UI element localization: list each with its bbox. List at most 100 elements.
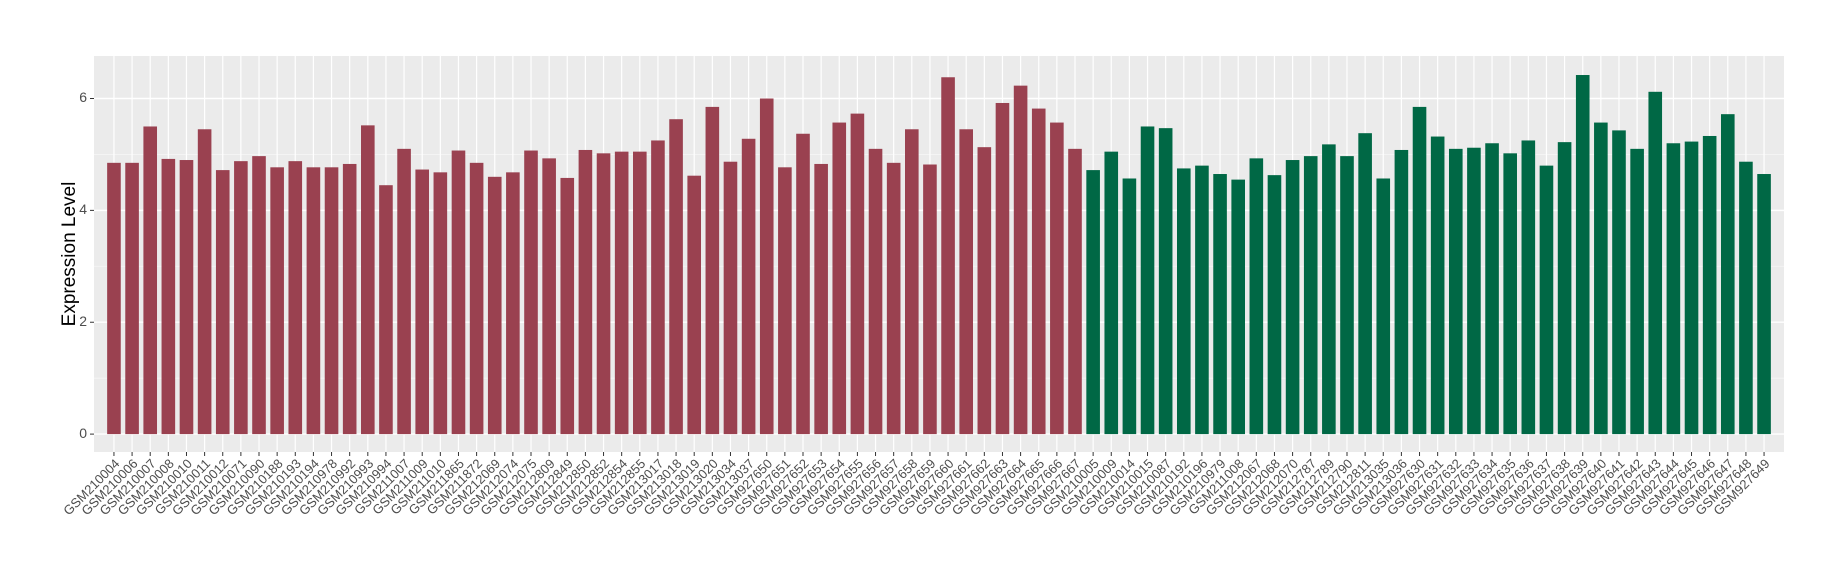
bar	[1050, 122, 1064, 435]
bar	[1285, 160, 1300, 435]
bar	[234, 161, 248, 435]
bar	[469, 162, 484, 435]
y-tick-label: 4	[79, 201, 87, 217]
bar	[1231, 179, 1245, 435]
bar	[1612, 130, 1626, 435]
bar	[161, 158, 176, 435]
bar	[252, 156, 266, 435]
bar	[197, 129, 212, 435]
bar	[1702, 135, 1717, 435]
bar	[415, 169, 430, 435]
bar	[179, 160, 194, 435]
bar	[1322, 144, 1336, 435]
bar	[542, 158, 556, 435]
bar	[107, 162, 121, 435]
bar	[1013, 85, 1028, 435]
bar	[941, 77, 955, 435]
bar	[506, 172, 520, 435]
bar	[687, 175, 702, 435]
bar	[143, 126, 158, 435]
bar	[215, 170, 230, 435]
bar	[433, 172, 448, 435]
bar	[1104, 151, 1119, 435]
bar	[1249, 158, 1264, 435]
bar	[288, 161, 303, 435]
bar	[796, 133, 810, 435]
y-tick-label: 2	[79, 313, 87, 329]
y-tick-label: 6	[79, 89, 87, 105]
bar	[705, 106, 720, 435]
bar	[524, 150, 538, 435]
bar	[1267, 175, 1282, 435]
bar	[1448, 148, 1463, 435]
bar	[1739, 161, 1753, 435]
bar	[832, 122, 847, 435]
bar	[1557, 142, 1572, 435]
bar	[850, 113, 865, 435]
axes: 0246GSM210004GSM210006GSM210007GSM210008…	[60, 89, 1772, 518]
bar	[342, 163, 357, 435]
bar	[1195, 165, 1209, 435]
bar	[1666, 143, 1681, 435]
y-tick-label: 0	[79, 425, 87, 441]
bar	[1684, 141, 1699, 435]
bar	[379, 185, 393, 435]
y-axis-title: Expression Level	[59, 182, 80, 327]
bar	[1376, 178, 1391, 435]
bar	[270, 167, 284, 435]
bar	[397, 148, 411, 435]
bar	[614, 151, 629, 435]
bar	[759, 98, 774, 435]
bar	[1303, 156, 1318, 435]
bar	[1430, 136, 1445, 435]
bar	[1521, 140, 1536, 435]
bar	[1648, 91, 1663, 435]
bar	[923, 164, 937, 435]
bars	[107, 75, 1771, 435]
plot-panel	[94, 56, 1784, 452]
bar	[1358, 133, 1372, 435]
bar	[778, 167, 792, 435]
bar	[1630, 148, 1644, 435]
bar	[578, 149, 593, 435]
bar	[886, 162, 901, 435]
bar	[306, 167, 321, 435]
bar	[1394, 149, 1409, 435]
bar	[1031, 108, 1046, 435]
bar	[560, 177, 575, 435]
bar	[651, 140, 665, 435]
bar	[1213, 174, 1227, 435]
bar	[633, 151, 647, 435]
bar	[723, 161, 738, 435]
bar	[324, 167, 339, 435]
bar	[1757, 174, 1771, 435]
bar	[487, 176, 502, 435]
bar	[1122, 178, 1137, 435]
bar	[905, 129, 919, 435]
bar	[1720, 114, 1735, 435]
bar	[995, 102, 1010, 435]
bar	[1086, 170, 1100, 435]
bar	[1503, 153, 1517, 435]
bar	[868, 148, 883, 435]
bar	[1068, 148, 1082, 435]
bar	[1158, 128, 1173, 435]
bar	[1140, 126, 1155, 435]
bar	[1575, 75, 1590, 435]
bar	[959, 129, 973, 435]
bar	[125, 162, 139, 435]
bar	[596, 153, 611, 435]
bar	[669, 119, 683, 435]
bar	[741, 138, 756, 435]
bar	[1340, 156, 1354, 435]
bar	[814, 163, 828, 435]
bar	[1467, 147, 1481, 435]
bar	[977, 147, 992, 435]
bar	[361, 125, 375, 435]
bar	[1176, 168, 1191, 435]
bar	[1594, 122, 1608, 435]
bar	[451, 150, 466, 435]
bar	[1539, 165, 1554, 435]
bar	[1412, 106, 1427, 435]
